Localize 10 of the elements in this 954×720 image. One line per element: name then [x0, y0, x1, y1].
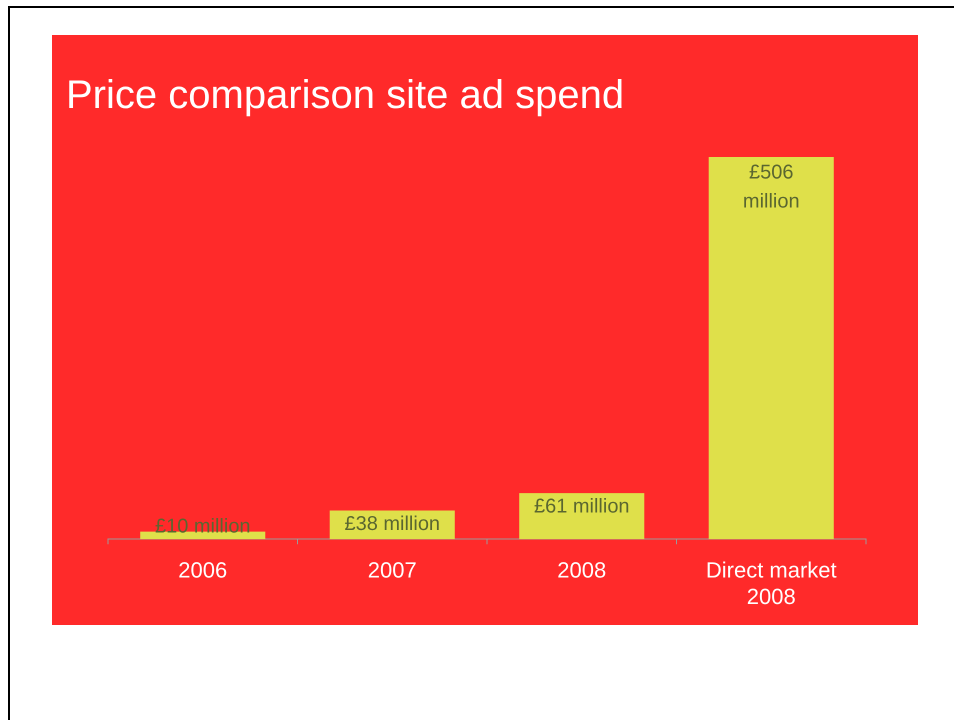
bar — [519, 493, 644, 540]
bar — [708, 157, 834, 540]
data-label: £506 million — [742, 162, 800, 213]
x-tick-label: 2006 — [178, 557, 228, 582]
x-tick-label: 2007 — [368, 557, 417, 582]
chart-title: Price comparison site ad spend — [66, 73, 624, 118]
x-tick-label: 2008 — [557, 557, 606, 582]
data-label: £38 million — [344, 513, 440, 536]
x-tick-label: Direct market 2008 — [706, 557, 837, 609]
data-label: £61 million — [534, 496, 630, 518]
